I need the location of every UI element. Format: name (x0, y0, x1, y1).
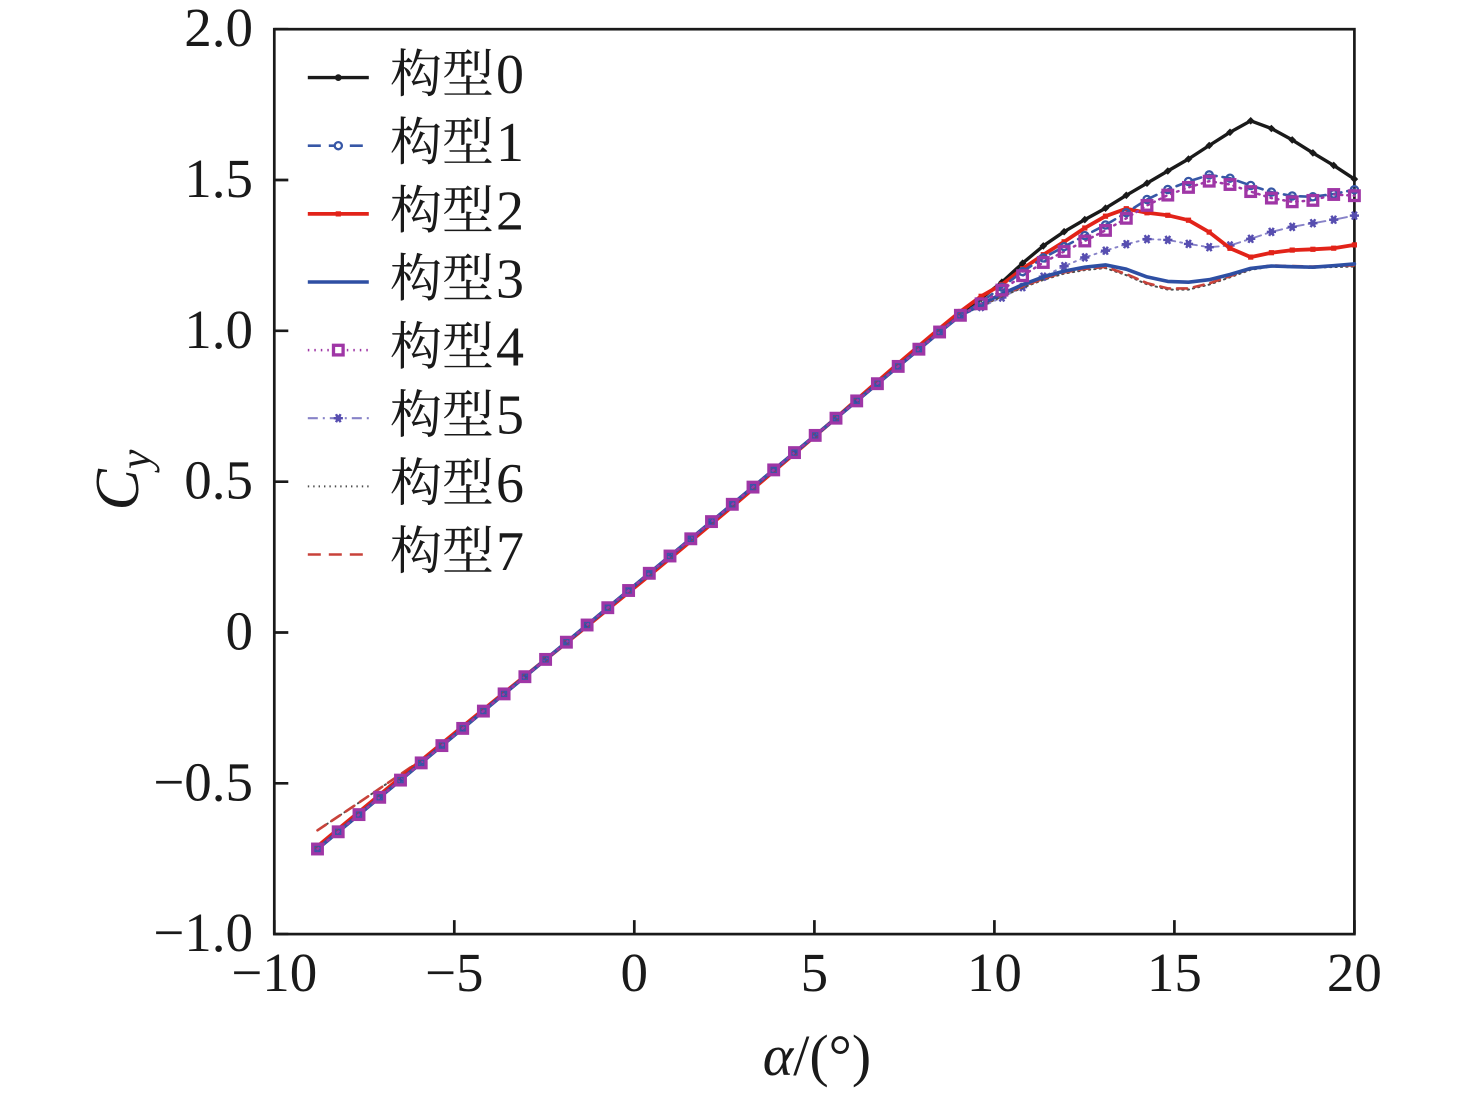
svg-text:2.0: 2.0 (184, 0, 253, 58)
svg-text:6: 6 (496, 453, 524, 515)
svg-text:0.5: 0.5 (184, 450, 253, 511)
svg-text:20: 20 (1327, 942, 1382, 1003)
svg-text:−10: −10 (231, 942, 317, 1003)
svg-text:5: 5 (496, 385, 524, 447)
svg-text:1.5: 1.5 (184, 148, 253, 209)
svg-text:3: 3 (496, 248, 524, 310)
svg-text:15: 15 (1147, 942, 1202, 1003)
svg-text:10: 10 (967, 942, 1022, 1003)
svg-text:α/(°): α/(°) (763, 1023, 871, 1088)
svg-text:5: 5 (801, 942, 829, 1003)
svg-text:1: 1 (496, 112, 524, 174)
svg-text:7: 7 (496, 521, 524, 583)
svg-text:−5: −5 (425, 942, 484, 1003)
svg-text:0: 0 (621, 942, 649, 1003)
svg-text:1.0: 1.0 (184, 299, 253, 360)
svg-text:4: 4 (496, 317, 524, 379)
svg-text:0: 0 (496, 44, 524, 106)
svg-text:−1.0: −1.0 (153, 902, 253, 963)
svg-text:0: 0 (226, 601, 254, 662)
svg-text:2: 2 (496, 180, 524, 242)
svg-text:−0.5: −0.5 (153, 751, 253, 812)
